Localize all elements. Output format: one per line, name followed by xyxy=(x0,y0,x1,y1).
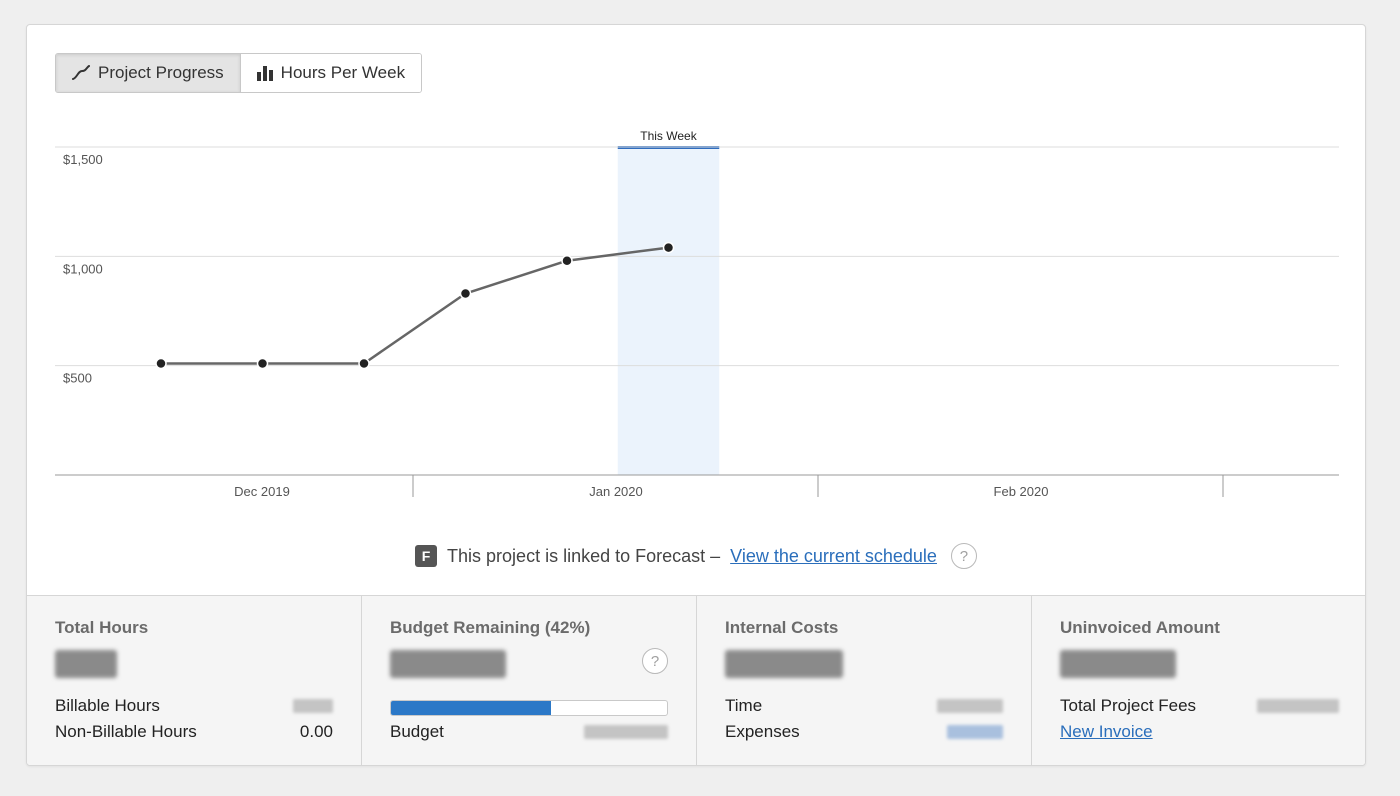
non-billable-hours-value: 0.00 xyxy=(299,722,333,741)
total-project-fees-label: Total Project Fees xyxy=(1060,696,1197,715)
budget-label: Budget xyxy=(390,722,444,741)
budget-row: Budget xyxy=(390,722,668,742)
non-billable-hours-label: Non-Billable Hours xyxy=(55,722,197,741)
forecast-logo-icon: F xyxy=(415,545,438,567)
internal-costs-panel: Internal Costs Time Expenses xyxy=(697,596,1032,765)
x-tick-label: Dec 2019 xyxy=(234,484,290,499)
project-progress-label: Project Progress xyxy=(98,63,224,82)
budget-help-icon[interactable]: ? xyxy=(642,648,668,674)
series-line xyxy=(161,246,669,365)
hours-per-week-button[interactable]: Hours Per Week xyxy=(240,54,422,92)
uninvoiced-amount-panel: Uninvoiced Amount Total Project Fees New… xyxy=(1032,596,1365,765)
new-invoice-row: New Invoice xyxy=(1060,722,1339,742)
internal-costs-value-redacted xyxy=(725,650,843,678)
forecast-link-notice: F This project is linked to Forecast – V… xyxy=(27,543,1365,569)
forecast-notice-text: This project is linked to Forecast – xyxy=(447,545,721,566)
data-point xyxy=(459,287,472,300)
bar-chart-icon xyxy=(256,66,273,81)
internal-costs-title: Internal Costs xyxy=(725,618,839,637)
project-overview-card: This Week $1,500 $1,000 $500 Dec 2019 Jan 202… xyxy=(26,24,1366,766)
time-cost-label: Time xyxy=(725,696,763,715)
budget-value-redacted xyxy=(584,725,668,739)
this-week-highlight xyxy=(617,147,720,475)
billable-hours-row: Billable Hours xyxy=(55,696,333,716)
total-hours-value-redacted xyxy=(55,650,117,678)
chart-view-toggle: Project Progress Hours Per Week xyxy=(55,53,423,93)
data-point xyxy=(256,357,269,370)
project-progress-button[interactable]: Project Progress xyxy=(56,54,241,92)
budget-remaining-title: Budget Remaining (42%) xyxy=(390,618,591,637)
x-tick-label: Jan 2020 xyxy=(589,484,643,499)
budget-progress-bar xyxy=(390,700,668,716)
data-point xyxy=(662,241,675,254)
y-tick-label: $500 xyxy=(63,371,92,386)
non-billable-hours-row: Non-Billable Hours 0.00 xyxy=(55,722,333,742)
total-hours-title: Total Hours xyxy=(55,618,149,637)
expenses-row: Expenses xyxy=(725,722,1003,742)
data-point xyxy=(561,254,573,267)
time-cost-row: Time xyxy=(725,696,1003,716)
expenses-value-redacted[interactable] xyxy=(947,725,1003,739)
this-week-label: This Week xyxy=(640,129,697,143)
view-schedule-link[interactable]: View the current schedule xyxy=(730,545,937,566)
total-project-fees-value-redacted xyxy=(1257,699,1339,713)
x-tick-label: Feb 2020 xyxy=(994,484,1049,499)
billable-hours-label: Billable Hours xyxy=(55,696,160,715)
expenses-label: Expenses xyxy=(725,722,800,741)
uninvoiced-amount-value-redacted xyxy=(1060,650,1176,678)
budget-progress-fill xyxy=(391,701,552,715)
data-point xyxy=(155,357,167,370)
project-progress-chart: This Week $1,500 $1,000 $500 Dec 2019 Jan 202… xyxy=(55,129,1339,499)
hours-per-week-label: Hours Per Week xyxy=(280,63,406,82)
y-tick-label: $1,000 xyxy=(63,261,103,276)
data-point xyxy=(358,357,370,370)
total-hours-panel: Total Hours Billable Hours Non-Billable … xyxy=(27,596,362,765)
line-chart-icon xyxy=(72,65,90,80)
total-project-fees-row: Total Project Fees xyxy=(1060,696,1339,716)
forecast-help-icon[interactable]: ? xyxy=(950,543,977,569)
y-tick-label: $1,500 xyxy=(63,152,103,167)
uninvoiced-amount-title: Uninvoiced Amount xyxy=(1060,618,1220,637)
billable-hours-value-redacted xyxy=(293,699,333,713)
budget-remaining-panel: Budget Remaining (42%) ? Budget xyxy=(362,596,697,765)
project-stats: Total Hours Billable Hours Non-Billable … xyxy=(27,595,1365,765)
time-cost-value-redacted xyxy=(937,699,1003,713)
budget-remaining-value-redacted xyxy=(390,650,506,678)
new-invoice-link[interactable]: New Invoice xyxy=(1060,722,1153,741)
